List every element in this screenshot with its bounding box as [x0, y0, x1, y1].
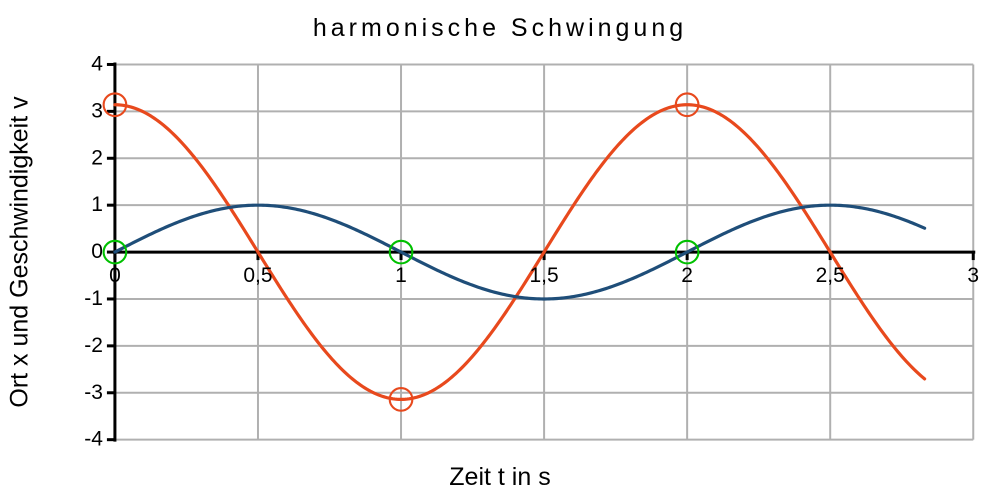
svg-text:1,5: 1,5: [529, 264, 558, 287]
svg-text:0: 0: [109, 264, 121, 287]
svg-text:-4: -4: [84, 428, 103, 451]
svg-text:2: 2: [681, 264, 693, 287]
svg-text:3: 3: [91, 99, 103, 122]
svg-text:4: 4: [91, 52, 103, 75]
svg-text:-3: -3: [84, 381, 103, 404]
svg-text:0,5: 0,5: [243, 264, 272, 287]
svg-text:0: 0: [91, 240, 103, 263]
svg-text:-1: -1: [84, 287, 103, 310]
svg-text:1: 1: [91, 193, 103, 216]
svg-text:3: 3: [967, 264, 979, 287]
svg-text:-2: -2: [84, 334, 103, 357]
svg-text:2: 2: [91, 146, 103, 169]
svg-text:2,5: 2,5: [816, 264, 845, 287]
svg-text:1: 1: [395, 264, 407, 287]
